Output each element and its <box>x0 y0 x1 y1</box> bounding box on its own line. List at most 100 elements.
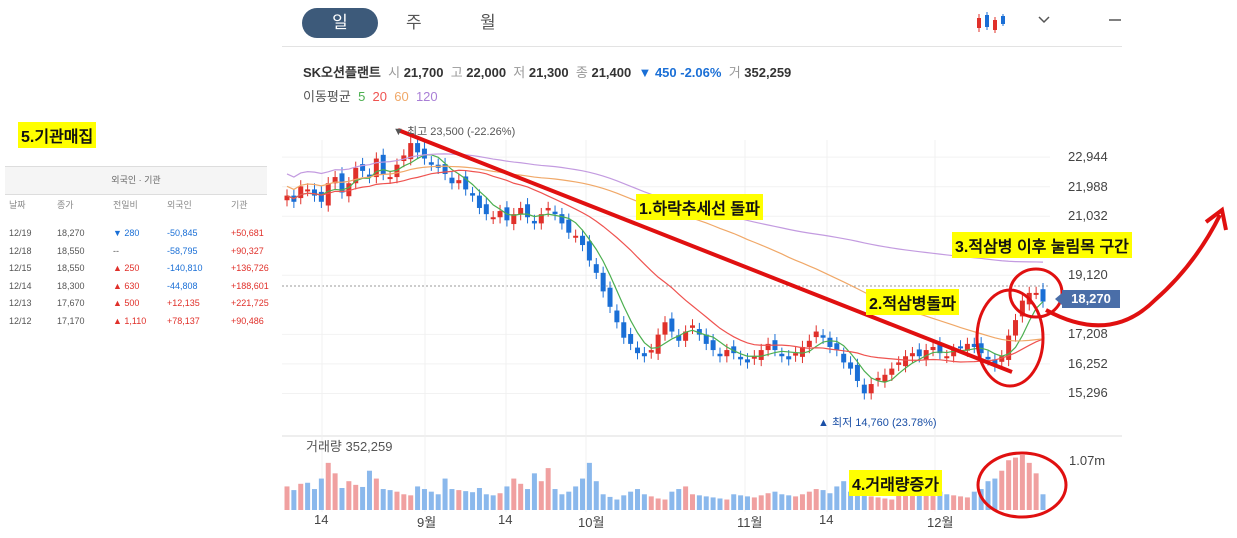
volume-bar <box>552 489 558 510</box>
candle-body <box>1013 320 1019 336</box>
candle-body <box>937 343 943 354</box>
volume-bar <box>628 491 634 510</box>
volume-bar <box>1013 457 1019 510</box>
volume-bar <box>662 499 668 510</box>
volume-bar <box>799 494 805 510</box>
volume-bar <box>861 495 867 510</box>
candle-body <box>799 346 805 357</box>
candle-body <box>353 167 359 184</box>
volume-bar <box>339 488 345 510</box>
volume-bar <box>744 496 750 510</box>
cell-close: 18,300 <box>57 280 85 291</box>
volume-bar <box>538 481 544 510</box>
candle-body <box>559 214 565 224</box>
volume-bar <box>428 491 434 510</box>
low-value: 21,300 <box>528 65 569 80</box>
candle-body <box>628 334 634 344</box>
volume-bar <box>476 488 482 510</box>
y-tick-label: 21,032 <box>1068 208 1108 224</box>
tab-week[interactable]: 주 <box>406 13 422 32</box>
candle-body <box>744 359 750 363</box>
volume-bar <box>525 489 531 510</box>
candle-body <box>311 189 317 196</box>
candle-body <box>635 347 641 354</box>
volume-bar <box>298 483 304 510</box>
volume-bar <box>909 489 915 510</box>
volume-bar <box>360 486 366 510</box>
ma5-line <box>286 154 1044 383</box>
close-label: 종 <box>575 65 588 80</box>
ma60-legend: 60 <box>394 89 409 104</box>
candle-body <box>408 143 414 160</box>
tab-month[interactable]: 월 <box>480 13 496 32</box>
cell-foreign: +12,135 <box>167 298 200 308</box>
x-tick-label: 11월 <box>737 515 763 530</box>
candle-body <box>552 211 558 215</box>
candle-body <box>573 235 579 238</box>
cell-foreign: -140,810 <box>167 263 203 273</box>
volume-bar <box>518 483 524 510</box>
candle-body <box>813 331 819 338</box>
candle-body <box>669 318 675 332</box>
candle-body <box>779 353 785 357</box>
candle-body <box>786 356 792 360</box>
volume-bar <box>903 491 909 510</box>
volume-bar <box>483 494 489 510</box>
cell-inst: +188,601 <box>231 280 269 291</box>
candle-body <box>889 368 895 375</box>
candle-body <box>566 219 572 233</box>
candle-body <box>380 154 386 174</box>
y-tick-label: 16,252 <box>1068 355 1108 371</box>
volume-bar <box>937 491 943 510</box>
candle-body <box>868 384 874 394</box>
cell-date: 12/15 <box>9 263 32 273</box>
candle-body <box>793 353 799 356</box>
candle-body <box>916 349 922 357</box>
candle-body <box>992 359 998 366</box>
volume-bar <box>353 484 359 510</box>
moving-average-legend: 이동평균 5 20 60 120 <box>303 86 438 105</box>
volume-bar <box>497 493 503 510</box>
volume-bar <box>834 486 840 510</box>
arrow-head <box>1204 206 1228 231</box>
volume-bar <box>435 494 441 510</box>
candle-body <box>497 211 503 218</box>
volume-bar <box>724 499 730 510</box>
candle-chart-type-icon[interactable] <box>975 12 1007 34</box>
volume-value: 352,259 <box>744 65 792 80</box>
cell-inst: +221,725 <box>231 298 269 308</box>
x-tick-label: 14 <box>314 512 329 527</box>
ma-label: 이동평균 <box>303 89 351 104</box>
candle-body <box>531 220 537 224</box>
candle-body <box>827 337 833 347</box>
high-marker: ▼ 최고 23,500 (-22.26%) <box>393 126 516 138</box>
annotation-trend-break: 1.하락추세선 돌파 <box>636 194 763 220</box>
volume-bar <box>449 489 455 510</box>
tab-day[interactable]: 일 <box>302 8 378 38</box>
cell-foreign: -58,795 <box>167 245 198 256</box>
volume-bar <box>951 495 957 510</box>
volume-increase-circle <box>976 451 1068 519</box>
cell-foreign: -50,845 <box>167 228 198 238</box>
volume-bar <box>511 478 517 510</box>
volume-bar <box>696 495 702 510</box>
candle-body <box>470 193 476 196</box>
candle-body <box>909 353 915 357</box>
candle-body <box>401 155 407 162</box>
minimize-icon[interactable] <box>1108 15 1122 25</box>
candle-body <box>703 334 709 344</box>
volume-bar <box>635 489 641 510</box>
candle-body <box>662 322 668 335</box>
candle-body <box>896 362 902 365</box>
candle-body <box>360 164 366 171</box>
open-label: 시 <box>388 65 401 80</box>
chevron-down-icon[interactable] <box>1038 15 1050 25</box>
volume-bar <box>593 481 599 510</box>
volume-bar <box>325 462 331 510</box>
candle-body <box>442 164 448 174</box>
volume-bar <box>772 491 778 510</box>
candle-body <box>724 350 730 357</box>
cell-chg: ▲ 500 <box>113 298 140 308</box>
volume-bar <box>648 496 654 510</box>
volume-bar <box>332 473 338 510</box>
